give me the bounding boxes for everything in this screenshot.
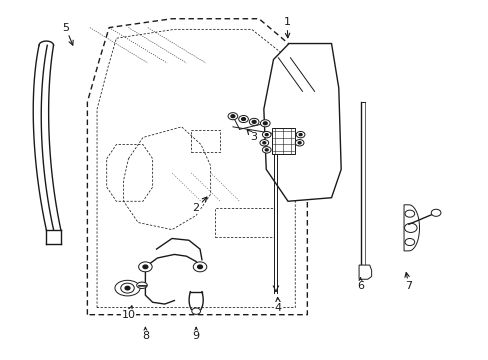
Circle shape — [263, 142, 265, 144]
Text: 9: 9 — [192, 327, 199, 341]
Text: 10: 10 — [121, 306, 135, 320]
Circle shape — [296, 131, 305, 138]
Circle shape — [230, 115, 234, 118]
FancyBboxPatch shape — [271, 128, 294, 154]
Circle shape — [262, 147, 270, 153]
Circle shape — [263, 122, 266, 125]
Circle shape — [252, 121, 256, 123]
Text: 3: 3 — [247, 130, 257, 143]
Ellipse shape — [115, 280, 140, 296]
Text: 5: 5 — [62, 23, 73, 45]
Text: 2: 2 — [192, 197, 206, 213]
Circle shape — [260, 120, 269, 127]
Circle shape — [260, 140, 268, 146]
Circle shape — [404, 210, 414, 217]
Text: 8: 8 — [142, 327, 149, 341]
Circle shape — [295, 140, 304, 146]
Circle shape — [262, 131, 270, 138]
Circle shape — [265, 149, 267, 151]
Polygon shape — [264, 44, 341, 201]
Circle shape — [241, 118, 245, 121]
Circle shape — [138, 262, 152, 272]
Circle shape — [298, 142, 301, 144]
Circle shape — [227, 113, 237, 120]
Circle shape — [121, 283, 134, 293]
Text: 1: 1 — [283, 17, 290, 38]
Circle shape — [191, 308, 200, 314]
Polygon shape — [403, 205, 419, 251]
Circle shape — [238, 116, 248, 123]
Circle shape — [142, 265, 147, 269]
Circle shape — [430, 209, 440, 216]
Circle shape — [299, 134, 302, 136]
Polygon shape — [358, 265, 371, 279]
Circle shape — [265, 134, 267, 136]
Circle shape — [404, 238, 414, 246]
Circle shape — [193, 262, 206, 272]
Ellipse shape — [137, 282, 147, 288]
Circle shape — [404, 223, 416, 233]
Text: 4: 4 — [274, 297, 281, 312]
Circle shape — [249, 118, 259, 125]
Text: 6: 6 — [356, 278, 363, 291]
Circle shape — [197, 265, 202, 269]
Circle shape — [125, 286, 130, 290]
Text: 7: 7 — [404, 273, 411, 291]
